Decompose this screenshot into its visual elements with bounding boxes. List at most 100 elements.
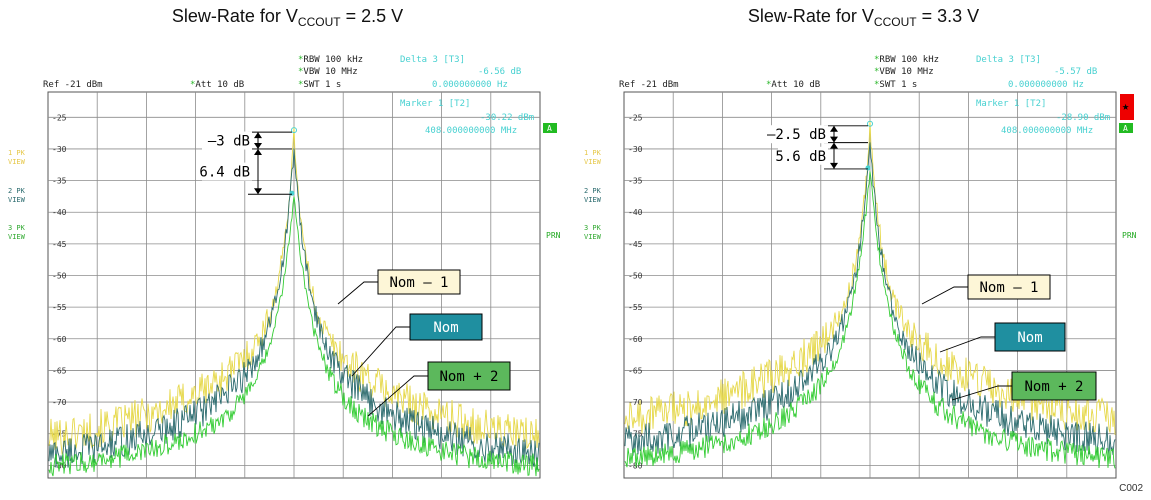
y-tick-label: -60 (52, 335, 67, 344)
status-indicator (1120, 94, 1134, 120)
y-tick-label: -45 (52, 240, 67, 249)
legend-callout-1 (377, 269, 461, 295)
y-tick-label: -50 (628, 272, 643, 281)
y-tick-label: -25 (628, 113, 643, 122)
legend-callout-1 (967, 274, 1051, 300)
upper-delta-arrow-head-up (830, 125, 838, 132)
callout-leader-1 (337, 281, 378, 305)
marker-1 (291, 127, 297, 134)
delta-marker-value: -6.56 dB (478, 67, 522, 77)
spectrum-plot: -25 -30 -35 -40 -45 -50 -55 -60 -65 -70 -75 -80 Mar… (584, 91, 1137, 479)
delta-marker-frequency: 0.000000000 Hz (432, 80, 508, 90)
trace-a-badge (543, 123, 557, 133)
marker-value: -30.22 dBm (480, 113, 534, 123)
trace-mode-3: VIEW (8, 233, 26, 241)
trace-a-badge (1119, 123, 1133, 133)
delta-marker-value: -5.57 dB (1054, 67, 1098, 77)
trace-nom-plus-2 (624, 171, 1116, 469)
lower-delta-arrow-head-up (830, 142, 838, 149)
y-tick-label: -65 (52, 366, 67, 375)
y-tick-label: -40 (628, 208, 643, 217)
trace-a-badge-label: A (1123, 124, 1128, 133)
y-tick-label: -75 (628, 430, 643, 439)
spectrum-plot: -25-30-35-40-45-50-55-60-65-70-75-80 Mar… (8, 91, 561, 479)
trace-nom-plus-2 (48, 196, 540, 477)
trace-label-1: 1 PK (584, 149, 602, 157)
trace-label-1: 1 PK (8, 149, 26, 157)
ref-level: Ref -21 dBm (619, 80, 679, 90)
trace-label-2: 2 PK (584, 187, 602, 195)
upper-delta-annotation: –2.5 dB (767, 127, 826, 143)
delta-marker-frequency: 0.000000000 Hz (1008, 80, 1084, 90)
trace-mode-2: VIEW (584, 196, 602, 204)
lower-delta-annotation: 6.4 dB (199, 165, 250, 181)
y-tick-label: -55 (52, 303, 67, 312)
rbw-setting: RBW 100 kHz (303, 55, 364, 65)
attenuation-setting: Att 10 dB (195, 80, 245, 90)
callout-leader-3 (367, 375, 428, 417)
y-tick-label: -50 (52, 272, 67, 281)
legend-callout-3 (1011, 371, 1097, 401)
lower-delta-arrow-head-up (254, 148, 262, 155)
trace-label-2: 2 PK (8, 187, 26, 195)
marker-label: Marker 1 [T2] (976, 99, 1046, 109)
y-tick-label: -80 (628, 461, 643, 470)
prn-label: PRN (1122, 231, 1137, 240)
y-tick-label: -35 (52, 177, 67, 186)
rbw-setting: RBW 100 kHz (879, 55, 940, 65)
attenuation-setting: Att 10 dB (771, 80, 821, 90)
marker-3 (289, 190, 295, 196)
lower-delta-arrow-head-down (830, 162, 838, 169)
y-tick-label: -30 (628, 145, 643, 154)
callout-leader-2 (939, 336, 995, 353)
trace-mode-1: VIEW (584, 158, 602, 166)
y-tick-label: -70 (52, 398, 67, 407)
legend-callout-3 (427, 361, 511, 391)
figure-id: C002 (1119, 483, 1143, 494)
y-tick-label: -25 (52, 113, 67, 122)
lower-annotation-box (202, 162, 252, 181)
trace-nom-minus-1 (48, 126, 540, 456)
marker-label: Marker 1 [T2] (400, 99, 470, 109)
legend-callout-label-1: Nom – 1 (979, 280, 1038, 296)
prn-label: PRN (546, 231, 561, 240)
trace-label-3: 3 PK (8, 224, 26, 232)
trace-mode-3: VIEW (584, 233, 602, 241)
upper-delta-arrow-head-down (830, 136, 838, 143)
y-tick-label: -60 (628, 335, 643, 344)
y-tick-label: -75 (52, 430, 67, 439)
chart-panel-right: Slew-Rate for VCCOUT = 3.3 V *RBW 100 kH… (576, 0, 1151, 500)
y-tick-label: -40 (52, 208, 67, 217)
marker-value: -28.90 dBm (1056, 113, 1110, 123)
upper-annotation-box (202, 131, 252, 150)
legend-callout-label-1: Nom – 1 (389, 275, 448, 291)
sweep-time-setting: SWT 1 s (303, 80, 342, 90)
y-tick-label: -30 (52, 145, 67, 154)
lower-annotation-box (778, 146, 828, 165)
trace-a-badge-label: A (547, 124, 552, 133)
chart-title: Slew-Rate for VCCOUT = 2.5 V (171, 6, 404, 29)
marker-frequency: 408.000000000 MHz (425, 126, 517, 136)
sweep-time-setting: SWT 1 s (879, 80, 918, 90)
legend-callout-2 (409, 313, 483, 341)
callout-leader-3 (951, 385, 1012, 401)
trace-mode-2: VIEW (8, 196, 26, 204)
upper-annotation-box (770, 125, 828, 144)
legend-callout-label-3: Nom + 2 (1024, 379, 1083, 395)
status-star-icon: ★ (1122, 99, 1129, 113)
ref-level: Ref -21 dBm (43, 80, 103, 90)
trace-label-3: 3 PK (584, 224, 602, 232)
y-tick-label: -45 (628, 240, 643, 249)
marker-3 (865, 165, 871, 171)
upper-delta-arrow-head-up (254, 132, 262, 139)
upper-delta-annotation: –3 dB (208, 134, 250, 150)
lower-delta-arrow-head-down (254, 188, 262, 195)
y-tick-label: -65 (628, 366, 643, 375)
upper-delta-arrow-head-down (254, 142, 262, 149)
y-tick-label: -35 (628, 177, 643, 186)
y-tick-label: -55 (628, 303, 643, 312)
legend-callout-label-2: Nom (1017, 330, 1042, 346)
y-tick-label: -70 (628, 398, 643, 407)
chart-title: Slew-Rate for VCCOUT = 3.3 V (747, 6, 980, 29)
delta-marker-label: Delta 3 [T3] (976, 55, 1042, 65)
